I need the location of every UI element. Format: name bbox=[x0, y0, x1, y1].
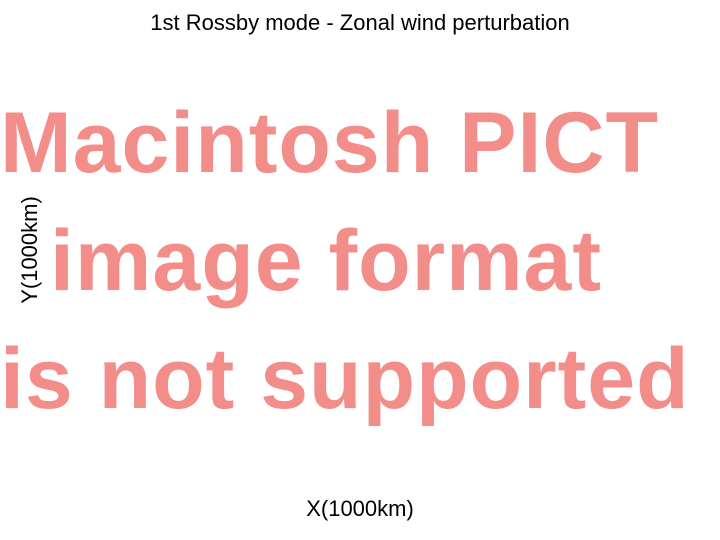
error-text-line-1: Macintosh PICT bbox=[0, 100, 720, 186]
x-axis-label: X(1000km) bbox=[0, 496, 720, 522]
figure-container: 1st Rossby mode - Zonal wind perturbatio… bbox=[0, 0, 720, 540]
error-text-line-2: image format bbox=[50, 218, 720, 304]
error-text-line-3: is not supported bbox=[0, 336, 720, 422]
figure-title: 1st Rossby mode - Zonal wind perturbatio… bbox=[0, 10, 720, 36]
y-axis-label: Y(1000km) bbox=[17, 196, 43, 304]
